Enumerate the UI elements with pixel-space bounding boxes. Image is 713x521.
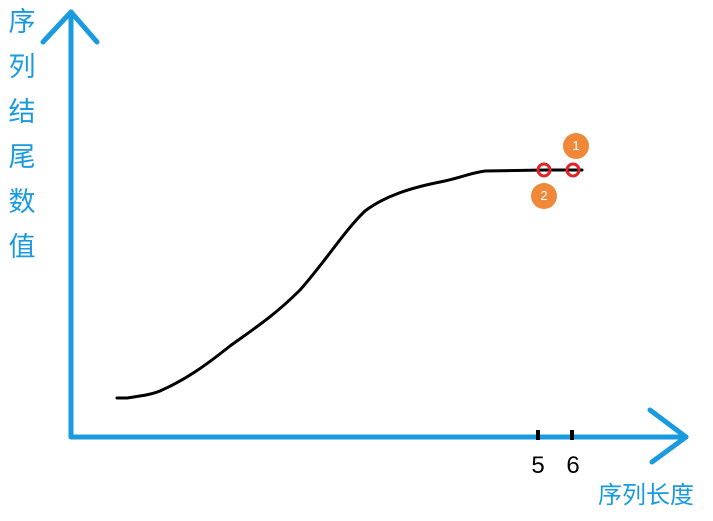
y-axis-label-char: 结 — [8, 97, 36, 128]
y-axis-label-char: 列 — [8, 52, 36, 83]
badge-2: 2 — [531, 183, 557, 209]
x-axis-arrowhead — [647, 407, 689, 465]
badge-1: 1 — [563, 133, 589, 159]
marker-circle-2 — [536, 162, 552, 178]
y-axis-label-char: 数 — [8, 187, 36, 218]
tick-label-6: 6 — [566, 452, 580, 479]
marker-circle-1 — [565, 162, 581, 178]
y-axis-arrowhead — [40, 9, 100, 45]
y-axis-label-char: 值 — [8, 232, 36, 263]
y-axis-label-char: 序 — [8, 7, 36, 38]
curve-line — [115, 168, 584, 400]
y-axis-label-char: 尾 — [8, 142, 36, 173]
tick-label-5: 5 — [531, 452, 545, 479]
x-axis-label: 序列长度 — [598, 481, 694, 509]
